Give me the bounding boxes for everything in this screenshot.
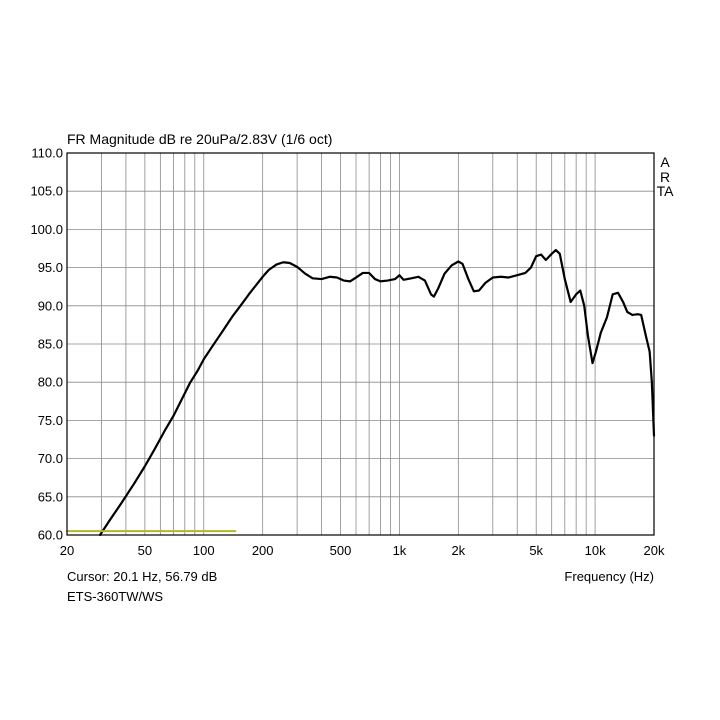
chart-ticks: 110.0 105.0 100.0 95.0 90.0 85.0 80.0 75.0 70.0 6… [30, 146, 665, 559]
x-tick-label: 10k [585, 543, 606, 558]
y-tick-label: 65.0 [38, 489, 63, 504]
y-tick-label: 90.0 [38, 298, 63, 313]
x-tick-label: 50 [138, 543, 152, 558]
y-tick-label: 110.0 [31, 146, 63, 161]
y-tick-label: 70.0 [38, 451, 63, 466]
y-tick-label: 85.0 [38, 337, 63, 352]
x-tick-label: 500 [330, 543, 352, 558]
y-tick-label: 80.0 [38, 375, 63, 390]
x-tick-label: 1k [393, 543, 407, 558]
plot-frame [66, 152, 655, 536]
x-axis-label: Frequency (Hz) [564, 569, 654, 584]
x-tick-label: 5k [529, 543, 543, 558]
x-tick-label: 20 [60, 543, 74, 558]
x-tick-label: 20k [644, 543, 665, 558]
y-tick-label: 75.0 [38, 413, 63, 428]
chart-title: FR Magnitude dB re 20uPa/2.83V (1/6 oct) [67, 131, 333, 147]
x-tick-label: 100 [193, 543, 215, 558]
chart-curves [66, 248, 656, 537]
y-tick-label: 100.0 [30, 222, 63, 237]
frequency-response-curve [98, 248, 656, 537]
arta-brand-mark: ARTA [656, 154, 674, 199]
x-tick-label: 2k [451, 543, 465, 558]
device-label: ETS-360TW/WS [67, 589, 164, 604]
x-tick-label: 200 [252, 543, 274, 558]
y-tick-label: 105.0 [30, 184, 63, 199]
y-tick-label: 95.0 [38, 260, 63, 275]
chart-grid [67, 153, 654, 535]
y-tick-label: 60.0 [38, 528, 63, 543]
cursor-readout: Cursor: 20.1 Hz, 56.79 dB [67, 569, 218, 584]
